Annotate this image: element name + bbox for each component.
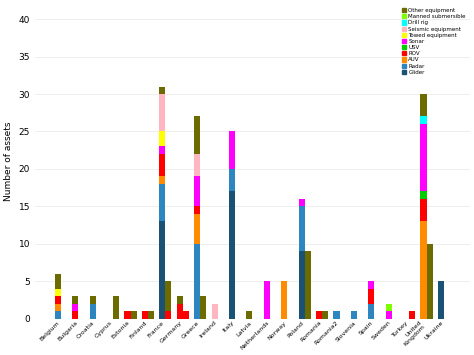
Bar [299,206,305,251]
Bar [409,311,415,319]
Bar [55,304,61,311]
Bar [229,191,235,319]
Bar [55,289,61,296]
Bar [177,304,183,319]
Bar [322,311,328,319]
Bar [420,116,427,124]
Bar [72,311,78,319]
Bar [420,199,427,221]
Bar [299,199,305,206]
Bar [368,304,374,319]
Bar [159,87,165,94]
Bar [316,311,322,319]
Bar [90,296,96,304]
Bar [55,311,61,319]
Bar [194,206,200,214]
Bar [55,274,61,289]
Bar [305,251,311,319]
Bar [246,311,253,319]
Bar [159,94,165,131]
Bar [351,311,357,319]
Bar [113,296,119,319]
Bar [420,94,427,116]
Bar [159,131,165,147]
Bar [438,281,444,319]
Bar [159,221,165,319]
Bar [148,311,154,319]
Bar [72,304,78,311]
Bar [368,289,374,304]
Bar [177,296,183,304]
Bar [281,281,287,319]
Bar [165,311,172,319]
Bar [194,154,200,176]
Y-axis label: Number of assets: Number of assets [4,122,13,201]
Bar [386,304,392,311]
Legend: Other equipment, Manned submersible, Drill rig, Seismic equipment, Towed equipme: Other equipment, Manned submersible, Dri… [401,7,467,76]
Bar [211,304,218,319]
Bar [194,244,200,319]
Bar [194,116,200,154]
Bar [427,244,433,319]
Bar [264,281,270,319]
Bar [194,214,200,244]
Bar [159,154,165,176]
Bar [368,281,374,289]
Bar [200,296,206,319]
Bar [420,221,427,319]
Bar [90,304,96,319]
Bar [229,131,235,169]
Bar [159,176,165,184]
Bar [165,281,172,311]
Bar [130,311,137,319]
Bar [55,296,61,304]
Bar [386,311,392,319]
Bar [420,191,427,199]
Bar [142,311,148,319]
Bar [159,147,165,154]
Bar [72,296,78,304]
Bar [125,311,130,319]
Bar [159,184,165,221]
Bar [183,311,189,319]
Bar [194,176,200,206]
Bar [299,251,305,319]
Bar [229,169,235,191]
Bar [333,311,339,319]
Bar [420,124,427,191]
